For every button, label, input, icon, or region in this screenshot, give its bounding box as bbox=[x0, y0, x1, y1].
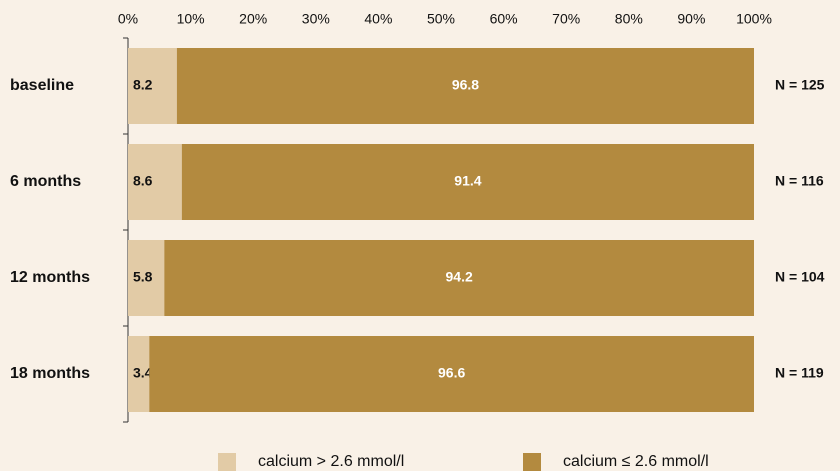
x-tick-label: 20% bbox=[239, 11, 267, 27]
y-tick-label: 12 months bbox=[10, 269, 90, 286]
value-label: 94.2 bbox=[446, 269, 473, 285]
value-label: 91.4 bbox=[454, 173, 481, 189]
x-tick-label: 100% bbox=[736, 11, 772, 27]
legend-label: calcium ≤ 2.6 mmol/l bbox=[563, 453, 709, 470]
row-annotation: N = 104 bbox=[775, 269, 825, 285]
value-label: 96.8 bbox=[452, 77, 479, 93]
value-label: 96.6 bbox=[438, 365, 465, 381]
x-tick-label: 70% bbox=[552, 11, 580, 27]
bar-segment bbox=[164, 240, 755, 316]
legend-swatch bbox=[523, 453, 541, 471]
bar-segment bbox=[176, 48, 754, 124]
value-label: 5.8 bbox=[133, 269, 153, 285]
bar-segment bbox=[128, 336, 150, 412]
x-tick-label: 50% bbox=[427, 11, 455, 27]
legend-swatch bbox=[218, 453, 236, 471]
row-annotation: N = 125 bbox=[775, 77, 825, 93]
bar-segment bbox=[128, 144, 182, 220]
value-label: 3.4 bbox=[133, 365, 153, 381]
bar-segment bbox=[128, 48, 177, 124]
row-annotation: N = 116 bbox=[775, 173, 824, 189]
x-tick-label: 40% bbox=[364, 11, 392, 27]
legend-label: calcium > 2.6 mmol/l bbox=[258, 453, 404, 470]
x-tick-label: 0% bbox=[118, 11, 138, 27]
value-label: 8.2 bbox=[133, 77, 153, 93]
bar-segment bbox=[128, 240, 165, 316]
y-tick-label: 6 months bbox=[10, 173, 81, 190]
bar-segment bbox=[149, 336, 754, 412]
value-label: 8.6 bbox=[133, 173, 153, 189]
y-tick-label: 18 months bbox=[10, 365, 90, 382]
y-tick-label: baseline bbox=[10, 77, 74, 94]
x-tick-label: 60% bbox=[490, 11, 518, 27]
row-annotation: N = 119 bbox=[775, 365, 824, 381]
x-tick-label: 10% bbox=[177, 11, 205, 27]
x-tick-label: 80% bbox=[615, 11, 643, 27]
x-tick-label: 30% bbox=[302, 11, 330, 27]
bar-segment bbox=[181, 144, 754, 220]
x-tick-label: 90% bbox=[677, 11, 705, 27]
